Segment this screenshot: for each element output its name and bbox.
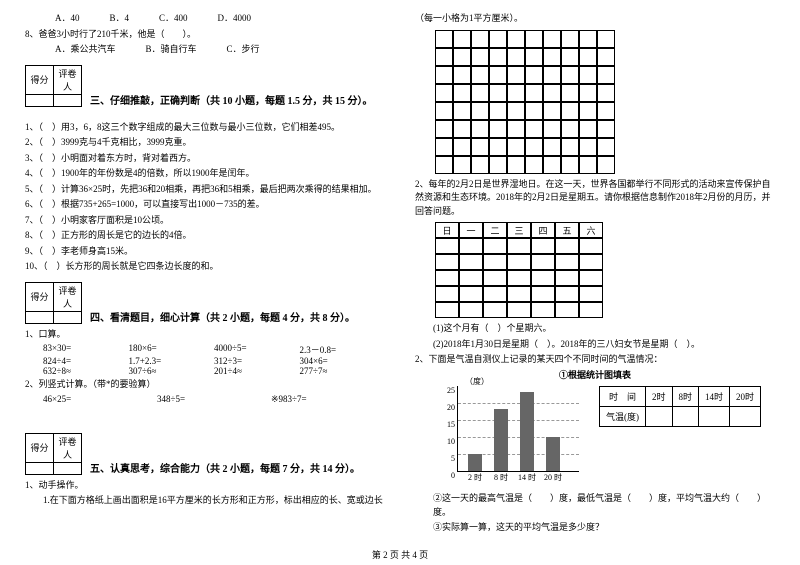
opt-a: A．40: [55, 12, 80, 26]
section-3-title: 三、仔细推敲，正确判断（共 10 小题，每题 1.5 分，共 15 分）。: [90, 92, 373, 107]
grid-label: （每一小格为1平方厘米）。: [415, 12, 775, 26]
score-blank: [26, 462, 54, 474]
calc-cell: 83×30=: [43, 343, 129, 356]
q3-text: 2、下面是气温自测仪上记录的某天四个不同时间的气温情况：: [415, 353, 775, 367]
q2a: (1)这个月有（ ）个星期六。: [433, 322, 775, 336]
opt-c: C．400: [159, 12, 188, 26]
reviewer-label: 评卷人: [54, 65, 82, 94]
left-column: A．40 B．4 C．400 D．4000 8、爸爸3小时行了210千米，他是（…: [25, 10, 385, 537]
calc-cell: 180×6=: [129, 343, 215, 356]
calc-cell: 277÷7≈: [300, 366, 386, 376]
calc-cell: 46×25=: [43, 394, 157, 405]
square-grid: [435, 30, 615, 174]
calc-2: 2、列竖式计算。（带*的要验算）: [25, 378, 385, 392]
judge-8: 8、（ ）正方形的周长是它的边长的4倍。: [25, 229, 385, 243]
prob-1: 1、动手操作。: [25, 479, 385, 493]
q7-options: A．40 B．4 C．400 D．4000: [55, 12, 385, 26]
calc-cell: 312÷3=: [214, 356, 300, 366]
calc-cell: 632÷8≈: [43, 366, 129, 376]
judge-10: 10、（ ）长方形的周长就是它四条边长度的和。: [25, 260, 385, 274]
reviewer-label: 评卷人: [54, 282, 82, 311]
td-t1: 2时: [646, 387, 673, 407]
opt-b: B．骑自行车: [146, 43, 197, 57]
q8-text: 8、爸爸3小时行了210千米，他是（ ）。: [25, 28, 385, 42]
opt-d: D．4000: [218, 12, 252, 26]
calc-row-4: 46×25= 348÷5= ※983÷7=: [43, 394, 385, 405]
opt-b: B．4: [110, 12, 130, 26]
td-t3: 14时: [699, 387, 730, 407]
opt-c: C．步行: [227, 43, 260, 57]
calc-cell: 1.7+2.3=: [129, 356, 215, 366]
reviewer-label: 评卷人: [54, 433, 82, 462]
calc-1: 1、口算。: [25, 328, 385, 342]
reviewer-blank: [54, 311, 82, 323]
blank-cell: [646, 407, 673, 427]
section-5-title: 五、认真思考，综合能力（共 2 小题，每题 7 分，共 14 分）。: [90, 460, 360, 475]
score-blank: [26, 94, 54, 106]
opt-a: A．乘公共汽车: [55, 43, 116, 57]
blank-cell: [730, 407, 761, 427]
y-axis: 2520151050: [439, 386, 457, 486]
plot-area: 2 时8 时14 时20 时: [457, 386, 579, 472]
section-4-title: 四、看清题目，细心计算（共 2 小题，每题 4 分，共 8 分）。: [90, 309, 355, 324]
th-temp: 气温(度): [600, 407, 646, 427]
calc-cell: 4000÷5=: [214, 343, 300, 356]
calc-row-1: 83×30= 180×6= 4000÷5= 2.3－0.8=: [43, 343, 385, 356]
calc-cell: ※983÷7=: [271, 394, 385, 405]
reviewer-blank: [54, 462, 82, 474]
q3c: ③实际算一算，这天的平均气温是多少度？: [433, 521, 775, 535]
calendar-table: 日一二三四五六: [435, 222, 775, 318]
score-box-3: 得分评卷人 三、仔细推敲，正确判断（共 10 小题，每题 1.5 分，共 15 …: [25, 65, 385, 107]
score-table: 得分评卷人: [25, 65, 82, 107]
page-footer: 第 2 页 共 4 页: [0, 548, 800, 561]
calc-cell: 2.3－0.8=: [300, 343, 386, 356]
calc-cell: 304×6=: [300, 356, 386, 366]
judge-4: 4、（ ）1900年的年份数是4的倍数，所以1900年是闰年。: [25, 167, 385, 181]
calc-row-3: 632÷8≈ 307÷6≈ 201÷4≈ 277÷7≈: [43, 366, 385, 376]
calc-cell: 307÷6≈: [129, 366, 215, 376]
judge-7: 7、（ ）小明家客厅面积是10公顷。: [25, 214, 385, 228]
score-table: 得分评卷人: [25, 433, 82, 475]
temperature-table: 时 间 2时 8时 14时 20时 气温(度): [599, 386, 761, 427]
page-container: A．40 B．4 C．400 D．4000 8、爸爸3小时行了210千米，他是（…: [0, 0, 800, 537]
score-label: 得分: [26, 433, 54, 462]
prob-1a: 1.在下面方格纸上画出面积是16平方厘米的长方形和正方形，标出相应的长、宽或边长: [43, 494, 385, 508]
judge-9: 9、（ ）李老师身高15米。: [25, 245, 385, 259]
blank-cell: [672, 407, 699, 427]
calc-rows: 83×30= 180×6= 4000÷5= 2.3－0.8= 824÷4= 1.…: [43, 343, 385, 376]
judge-6: 6、（ ）根据735+265=1000，可以直接写出1000－735的差。: [25, 198, 385, 212]
judge-1: 1、（ ）用3，6，8这三个数字组成的最大三位数与最小三位数，它们相差495。: [25, 121, 385, 135]
score-table: 得分评卷人: [25, 282, 82, 324]
q2-text: 2、每年的2月2日是世界湿地日。在这一天，世界各国都举行不同形式的活动来宣传保护…: [415, 178, 775, 219]
reviewer-blank: [54, 94, 82, 106]
score-box-4: 得分评卷人 四、看清题目，细心计算（共 2 小题，每题 4 分，共 8 分）。: [25, 282, 385, 324]
q2b: (2)2018年1月30日是星期（ ）。2018年的三八妇女节是星期（ ）。: [433, 338, 775, 352]
chart-wrap: （度） 2520151050 2 时8 时14 时20 时 时 间 2时 8时 …: [415, 386, 775, 486]
td-t2: 8时: [672, 387, 699, 407]
th-time: 时 间: [600, 387, 646, 407]
calc-cell: 348÷5=: [157, 394, 271, 405]
calc-cell: 201÷4≈: [214, 366, 300, 376]
q8-options: A．乘公共汽车 B．骑自行车 C．步行: [55, 43, 385, 57]
score-label: 得分: [26, 282, 54, 311]
bar-chart: （度） 2520151050 2 时8 时14 时20 时: [439, 386, 579, 486]
right-column: （每一小格为1平方厘米）。 2、每年的2月2日是世界湿地日。在这一天，世界各国都…: [415, 10, 775, 537]
score-box-5: 得分评卷人 五、认真思考，综合能力（共 2 小题，每题 7 分，共 14 分）。: [25, 433, 385, 475]
td-t4: 20时: [730, 387, 761, 407]
judge-3: 3、（ ）小明面对着东方时，背对着西方。: [25, 152, 385, 166]
q3b: ②这一天的最高气温是（ ）度，最低气温是（ ）度，平均气温大约（ ）度。: [433, 492, 775, 519]
judge-5: 5、（ ）计算36×25时，先把36和20相乘，再把36和5相乘，最后把两次乘得…: [25, 183, 385, 197]
judge-2: 2、（ ）3999克与4千克相比，3999克重。: [25, 136, 385, 150]
blank-cell: [699, 407, 730, 427]
calc-row-2: 824÷4= 1.7+2.3= 312÷3= 304×6=: [43, 356, 385, 366]
score-blank: [26, 311, 54, 323]
calc-cell: 824÷4=: [43, 356, 129, 366]
score-label: 得分: [26, 65, 54, 94]
